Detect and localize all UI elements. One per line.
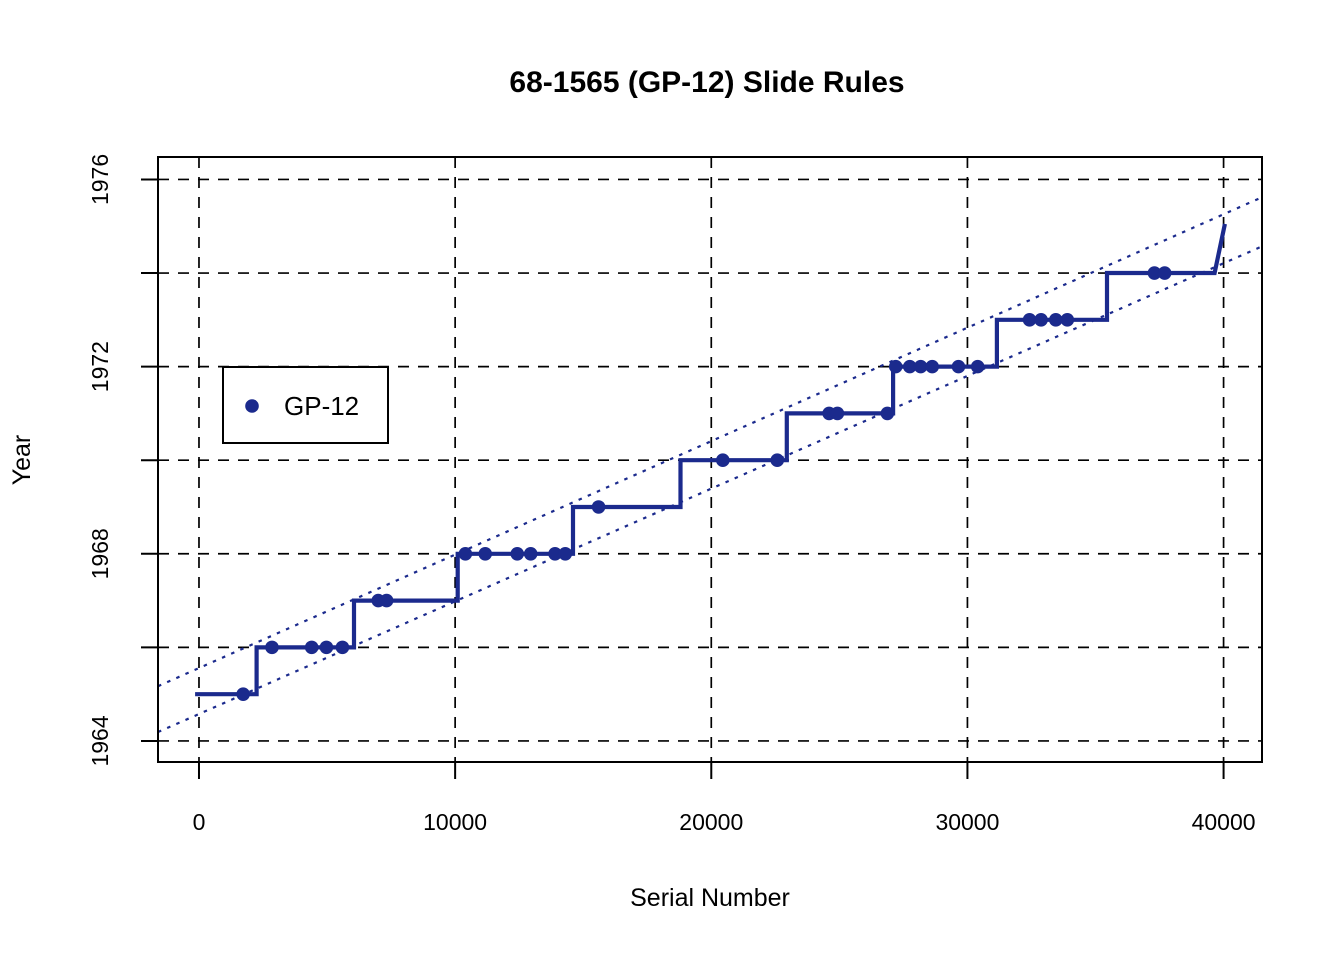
x-tick-label: 40000: [1192, 809, 1256, 835]
x-axis-title: Serial Number: [630, 884, 790, 912]
reference-line: [157, 196, 1263, 688]
data-point: [478, 546, 493, 561]
data-point: [1049, 313, 1063, 327]
x-tick-label: 10000: [423, 809, 487, 835]
step-line: [195, 223, 1227, 697]
data-point: [1157, 266, 1172, 280]
data-point: [548, 546, 562, 561]
gridlines-layer: [158, 157, 1262, 762]
y-tick-label: 1972: [87, 341, 113, 392]
data-point: [913, 359, 928, 374]
data-point: [1060, 313, 1075, 327]
data-point: [379, 593, 394, 608]
data-point: [236, 687, 250, 701]
data-point: [558, 546, 573, 561]
chart-title: 68-1565 (GP-12) Slide Rules: [509, 66, 904, 99]
y-tick-label: 1964: [87, 715, 113, 766]
data-point: [880, 406, 895, 421]
data-point: [265, 640, 279, 655]
x-tick-label: 0: [193, 809, 206, 835]
data-point: [830, 406, 845, 421]
data-point: [1034, 313, 1048, 327]
data-point: [591, 500, 606, 514]
data-point: [304, 640, 319, 655]
data-point: [510, 546, 525, 561]
data-point: [716, 453, 730, 468]
legend-marker-circle-icon: [245, 399, 259, 413]
axes-layer: 0 10000 20000 30000 40000 1964 1968 1972 1976: [87, 154, 1263, 835]
data-point: [1022, 313, 1037, 327]
x-tick-label: 30000: [935, 809, 999, 835]
legend-label: GP-12: [284, 391, 359, 421]
data-point: [335, 640, 350, 655]
data-point: [1147, 266, 1162, 280]
x-tick-label: 20000: [679, 809, 743, 835]
data-point: [888, 359, 903, 374]
data-point: [319, 640, 334, 655]
series-layer: [195, 223, 1227, 701]
y-tick-label: 1968: [87, 528, 113, 579]
data-point: [458, 546, 473, 561]
data-point: [523, 546, 538, 561]
data-point: [970, 359, 985, 374]
y-axis-title: Year: [8, 435, 36, 486]
y-tick-label: 1976: [87, 154, 113, 205]
data-point: [902, 359, 917, 374]
data-point: [951, 359, 966, 374]
legend: GP-12: [222, 366, 389, 444]
data-point: [770, 453, 785, 468]
data-point: [925, 359, 940, 374]
